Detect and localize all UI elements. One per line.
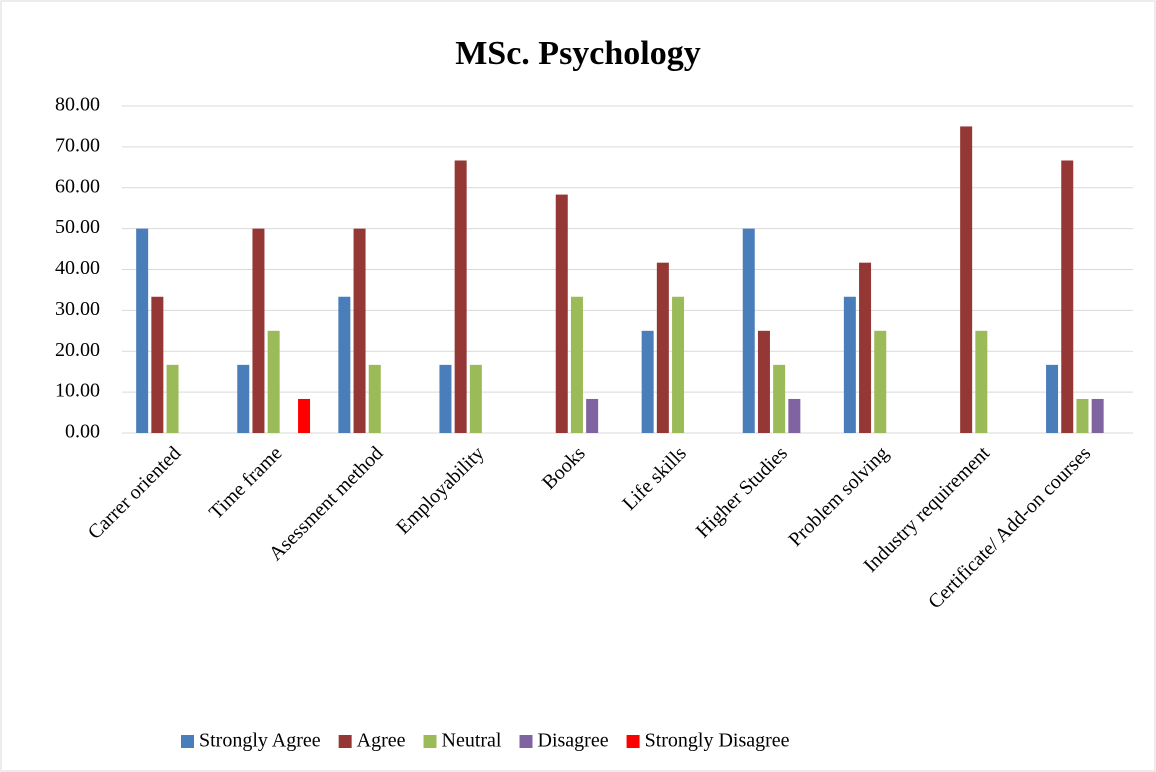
y-tick-label: 80.00 — [55, 94, 100, 116]
y-tick-label: 10.00 — [55, 380, 100, 402]
bar — [742, 228, 755, 433]
bar — [788, 398, 801, 433]
legend-label: Agree — [357, 730, 406, 752]
bar — [252, 228, 265, 433]
bar — [368, 364, 381, 433]
bar — [672, 296, 685, 433]
bar — [874, 330, 887, 433]
legend-label: Disagree — [538, 730, 609, 752]
bar — [586, 398, 599, 433]
bar — [454, 160, 467, 433]
bar — [641, 330, 654, 433]
y-tick-label: 20.00 — [55, 339, 100, 361]
bar — [555, 194, 568, 433]
legend-swatch — [181, 735, 194, 748]
bar — [338, 296, 351, 433]
bar — [570, 296, 583, 433]
bar — [1091, 398, 1104, 433]
legend-label: Strongly Agree — [199, 730, 321, 752]
bar — [469, 364, 482, 433]
bar — [237, 364, 250, 433]
chart-title: MSc. Psychology — [455, 35, 701, 72]
y-tick-label: 30.00 — [55, 298, 100, 320]
y-tick-label: 60.00 — [55, 175, 100, 197]
y-tick-label: 50.00 — [55, 216, 100, 238]
bar — [1076, 398, 1089, 433]
bar — [439, 364, 452, 433]
bar — [843, 296, 856, 433]
legend-swatch — [338, 735, 352, 748]
legend-label: Strongly Disagree — [645, 730, 790, 752]
bar — [1046, 364, 1059, 433]
legend: Strongly Agree Agree Neutral Disagree Strong… — [181, 730, 790, 752]
bar — [757, 330, 770, 433]
legend-swatch — [626, 735, 640, 748]
bar — [1061, 160, 1074, 433]
bar — [353, 228, 366, 433]
bar — [656, 262, 669, 433]
bar — [151, 296, 164, 433]
legend-label: Neutral — [442, 730, 502, 752]
bar — [267, 330, 280, 433]
y-tick-label: 0.00 — [65, 421, 100, 443]
bar — [773, 364, 786, 433]
y-tick-label: 70.00 — [55, 134, 100, 156]
legend-swatch — [519, 735, 533, 748]
bar — [166, 364, 179, 433]
legend-swatch — [423, 735, 437, 748]
bar — [298, 398, 311, 433]
bar — [960, 126, 973, 433]
bar — [136, 228, 149, 433]
y-tick-label: 40.00 — [55, 257, 100, 279]
bar — [975, 330, 988, 433]
bar — [859, 262, 872, 433]
